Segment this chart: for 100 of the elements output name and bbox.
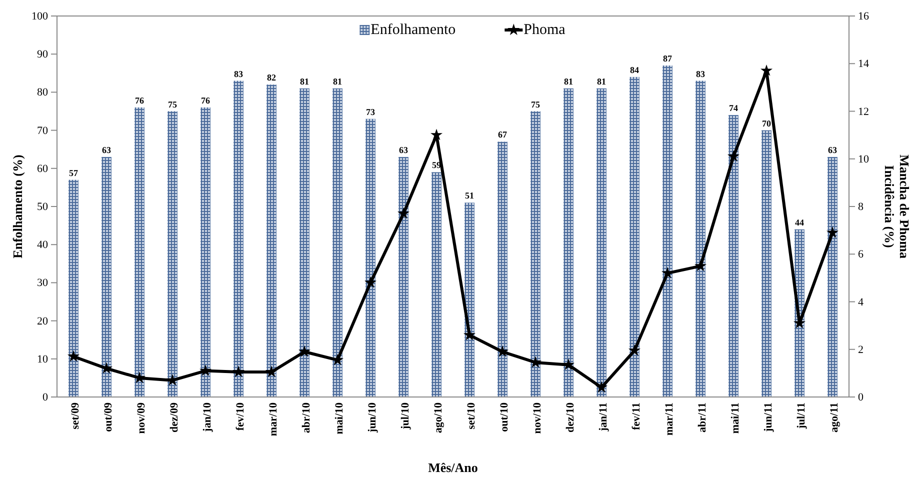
bar (828, 156, 838, 397)
data-label: 82 (267, 72, 276, 83)
x-tick-label: abr/11 (696, 402, 709, 432)
point (727, 150, 740, 162)
y-tick-label: 10 (37, 353, 48, 366)
y2-tick-label: 4 (858, 296, 864, 308)
y-tick-label: 50 (37, 201, 48, 214)
x-tick-label: fev/10 (234, 402, 247, 431)
bar (498, 142, 508, 397)
x-tick-label: mar/11 (664, 402, 676, 436)
x-tick-label: mai/11 (730, 402, 742, 434)
y-tick-label: 60 (37, 162, 48, 175)
legend-label: Enfolhamento (370, 22, 456, 38)
bar (464, 202, 474, 397)
point (199, 364, 212, 376)
x-tick-label: abr/10 (300, 402, 313, 434)
data-label: 83 (234, 68, 244, 79)
y-tick-label: 0 (42, 392, 48, 404)
x-tick-label: jan/11 (598, 402, 610, 432)
x-tick-label: set/10 (466, 402, 478, 430)
bar (266, 84, 276, 397)
y2-tick-label: 6 (858, 248, 864, 261)
x-tick-label: nov/10 (532, 402, 544, 434)
point (298, 345, 311, 357)
x-tick-label: dez/10 (564, 402, 577, 432)
bar (630, 76, 640, 397)
x-tick-label: set/09 (70, 402, 82, 430)
bar (432, 172, 442, 397)
bar (234, 80, 244, 397)
bar (134, 107, 144, 397)
data-label: 74 (729, 103, 738, 114)
point (265, 366, 278, 378)
bar (596, 88, 606, 397)
x-tick-label: fev/11 (630, 402, 643, 430)
x-tick-label: nov/09 (136, 402, 148, 434)
y2-tick-label: 8 (858, 201, 864, 214)
data-label: 73 (366, 106, 376, 117)
data-label: 63 (828, 144, 838, 155)
x-tick-label: jun/10 (366, 402, 379, 434)
x-tick-label: ago/11 (828, 402, 841, 432)
y-axis-title: Enfolhamento (%) (10, 154, 25, 258)
data-label: 75 (168, 99, 178, 110)
data-label: 44 (795, 217, 804, 228)
bar (564, 88, 574, 397)
bar (794, 229, 804, 397)
data-label: 63 (399, 144, 408, 155)
data-label: 83 (696, 68, 706, 79)
data-label: 51 (465, 190, 474, 201)
bar (300, 88, 310, 397)
y-tick-label: 30 (37, 277, 48, 290)
point (595, 381, 608, 393)
x-tick-label: jan/10 (202, 402, 214, 433)
x-axis-title: Mês/Ano (428, 460, 478, 475)
x-tick-label: jun/11 (762, 402, 775, 433)
y-tick-label: 100 (32, 10, 48, 23)
data-label: 76 (201, 95, 210, 106)
y-tick-label: 40 (37, 239, 48, 252)
y2-tick-label: 10 (858, 153, 870, 166)
point (826, 226, 839, 238)
data-label: 70 (762, 118, 772, 128)
bar (200, 107, 210, 397)
data-label: 57 (69, 168, 78, 178)
point (694, 260, 707, 272)
data-label: 87 (663, 54, 672, 64)
data-label: 84 (630, 64, 640, 75)
legend-label: Phoma (524, 22, 566, 38)
point (562, 358, 575, 370)
bar (68, 180, 78, 397)
y2-axis-title: Mancha de Phoma Incidência (%) (882, 154, 912, 259)
point (430, 128, 443, 140)
x-tick-label: jul/10 (400, 402, 412, 430)
data-label: 75 (531, 99, 540, 110)
bar (530, 111, 540, 397)
bar (366, 118, 376, 397)
y2-tick-label: 2 (858, 344, 864, 356)
bar (168, 111, 178, 397)
y-tick-label: 20 (37, 315, 48, 328)
y-tick-label: 70 (37, 124, 48, 137)
x-tick-label: out/10 (498, 402, 511, 432)
x-tick-label: dez/09 (168, 402, 181, 432)
x-tick-label: mai/10 (334, 402, 346, 434)
bar (332, 88, 342, 397)
point (760, 64, 773, 76)
bar (662, 66, 672, 397)
x-tick-label: mar/10 (268, 402, 280, 436)
bar (102, 156, 112, 397)
point (628, 344, 641, 356)
point (67, 350, 80, 362)
y2-tick-label: 12 (858, 106, 869, 118)
point (397, 207, 410, 219)
y2-tick-label: 16 (858, 10, 870, 23)
x-tick-label: jul/11 (796, 402, 808, 430)
data-label: 63 (102, 144, 112, 155)
bar (728, 115, 738, 397)
y-tick-label: 90 (37, 48, 48, 61)
y2-tick-label: 0 (858, 392, 864, 404)
data-label: 67 (498, 130, 508, 140)
point (364, 276, 377, 288)
x-tick-label: ago/10 (432, 402, 445, 434)
data-label: 81 (300, 76, 310, 86)
